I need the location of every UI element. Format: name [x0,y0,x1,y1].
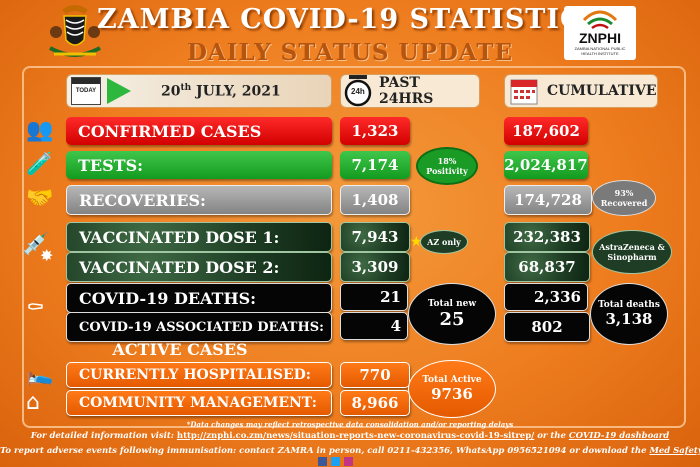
today-calendar-icon: TODAY [71,77,101,105]
deaths-past: 21 [340,283,408,311]
vaccine-icon: 💉 [22,232,50,257]
virus-icon: ✸ [40,246,54,265]
date-suffix: th [180,82,192,93]
past-24hrs-header: 24h PAST 24HRS [340,74,480,108]
calendar-today-icon-bar [72,78,100,84]
positivity-word: Positivity [426,166,468,176]
total-active-badge: Total Active 9736 [408,360,496,418]
az-only-badge: AZ only [420,230,468,254]
info-url-link[interactable]: http://znphi.co.zm/news/situation-report… [176,431,535,441]
facebook-icon[interactable] [318,457,327,466]
community-value: 8,966 [340,390,410,416]
total-deaths-label: Total deaths [598,300,660,310]
report-text: To report adverse events following immun… [0,446,650,456]
znphi-logo-subtext: ZAMBIA NATIONAL PUBLIC HEALTH INSTITUTE [574,46,626,56]
coffin-icon: ⚰ [26,296,45,321]
house-icon: ⌂ [26,390,40,415]
stats-panel [22,66,686,428]
page-title: ZAMBIA COVID-19 STATISTICS [96,4,604,35]
dose1-label: VACCINATED DOSE 1: [66,222,332,252]
twitter-icon[interactable] [331,457,340,466]
dashboard-link[interactable]: COVID-19 dashboard [568,431,670,441]
past-24hrs-label: PAST 24HRS [378,75,434,107]
znphi-emblem-icon [582,10,618,30]
positivity-badge: 18% Positivity [416,147,478,185]
info-line: For detailed information visit: http://z… [0,431,700,441]
assoc-deaths-past: 4 [340,312,408,340]
cumulative-label: CUMULATIVE [547,83,657,99]
report-date: 20th JULY, 2021 [161,83,281,100]
dose2-past: 3,309 [340,252,410,282]
recoveries-cum: 174,728 [504,185,592,215]
page-subtitle: DAILY STATUS UPDATE [186,39,514,66]
assoc-deaths-label: COVID-19 ASSOCIATED DEATHS: [66,312,332,342]
recovered-badge: 93% Recovered [592,180,656,216]
confirmed-cases-past: 1,323 [340,117,410,145]
crowd-icon: 👥 [26,118,54,143]
total-new-badge: Total new 25 [408,283,496,345]
recovered-pct: 93% [614,188,634,198]
data-note: *Data changes may reflect retrospective … [186,420,514,429]
positivity-pct: 18% [437,156,457,166]
vaccine-type-badge: AstraZeneca & Sinopharm [592,230,672,274]
total-new-label: Total new [427,298,477,309]
vaccine-type-line2: Sinopharm [607,252,657,262]
test-tube-icon: 🧪 [26,152,54,177]
dose1-cum: 232,383 [504,222,590,252]
report-line: To report adverse events following immun… [0,446,700,456]
vaccine-type-line1: AstraZeneca & [599,242,665,252]
coat-of-arms-icon [49,5,101,57]
active-cases-title: ACTIVE CASES [112,340,248,359]
deaths-cum: 2,336 [504,283,588,311]
med-safety-link[interactable]: Med Safety app [649,446,700,456]
clock-24h-icon [344,75,372,107]
hospitalised-label: CURRENTLY HOSPITALISED: [66,362,332,388]
hospital-bed-icon: 🛌 [26,362,54,387]
tests-label: TESTS: [66,151,332,179]
recovered-word: Recovered [600,198,648,208]
calendar-icon [510,79,538,105]
recoveries-label: RECOVERIES: [66,185,332,215]
clock-label: 24h [351,87,365,96]
dose2-label: VACCINATED DOSE 2: [66,252,332,282]
assoc-deaths-cum: 802 [504,312,590,342]
total-active-value: 9736 [431,385,473,403]
confirmed-cases-label: CONFIRMED CASES [66,117,332,145]
znphi-logo-text: ZNPHI [579,30,621,46]
total-active-label: Total Active [422,375,482,385]
info-prefix: For detailed information visit: [30,431,177,441]
social-icons [318,457,353,466]
az-only-text: AZ only [427,237,461,247]
community-label: COMMUNITY MANAGEMENT: [66,390,332,416]
total-deaths-badge: Total deaths 3,138 [590,283,668,345]
tests-past: 7,174 [340,151,410,179]
cumulative-header: CUMULATIVE [504,74,658,108]
date-rest: JULY, 2021 [191,83,281,100]
info-mid: or the [534,431,569,441]
tests-cum: 2,024,817 [504,151,588,179]
recoveries-past: 1,408 [340,185,410,215]
star-icon: ★ [410,234,423,250]
today-label: TODAY [75,88,97,94]
deaths-label: COVID-19 DEATHS: [66,283,332,313]
green-arrow-icon [107,78,131,104]
total-new-value: 25 [439,308,465,330]
dose2-cum: 68,837 [504,252,590,282]
hospitalised-value: 770 [340,362,410,388]
instagram-icon[interactable] [344,457,353,466]
date-header: TODAY 20th JULY, 2021 [66,74,332,108]
date-day: 20 [161,83,181,100]
total-deaths-value: 3,138 [605,310,653,328]
znphi-logo: ZNPHI ZAMBIA NATIONAL PUBLIC HEALTH INST… [564,6,636,60]
dose1-past: 7,943 [340,222,410,252]
confirmed-cases-cum: 187,602 [504,117,588,145]
recovery-icon: 🤝 [26,186,54,211]
